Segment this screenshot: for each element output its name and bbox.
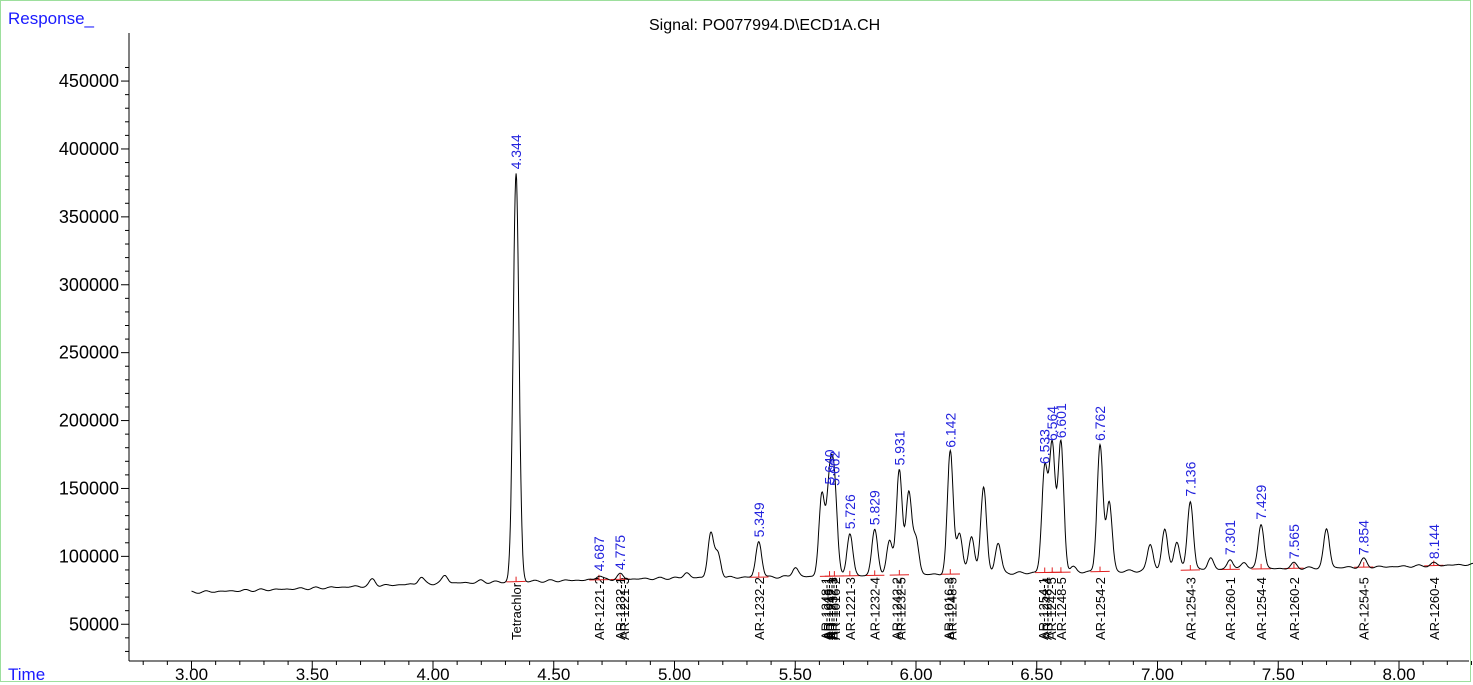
peak-label: 7.565	[1286, 524, 1302, 559]
peak-label: 7.854	[1356, 520, 1372, 555]
compound-label: AR-1232-2	[752, 577, 767, 640]
x-tick-label: 7.00	[1141, 665, 1174, 684]
peak-label: 6.142	[942, 413, 958, 448]
axes	[129, 33, 1469, 661]
y-tick-label: 400000	[59, 139, 119, 159]
y-tick-label: 50000	[69, 614, 119, 634]
compound-label: AR-1248-5	[1054, 577, 1069, 640]
peak-label: 5.349	[751, 502, 767, 537]
x-tick-label: 5.50	[779, 665, 812, 684]
peak-label: 4.344	[508, 134, 524, 169]
peak-label: 5.829	[867, 490, 883, 525]
peak-label: 7.429	[1253, 485, 1269, 520]
compound-label: AR-1232-5	[893, 577, 908, 640]
peak-label: 7.136	[1182, 461, 1198, 496]
y-tick-label: 350000	[59, 207, 119, 227]
compound-label: AR-1254-5	[1357, 577, 1372, 640]
x-tick-label: 8.00	[1382, 665, 1415, 684]
compound-label: AR-1232-4	[868, 577, 883, 640]
signal-line	[192, 173, 1473, 593]
x-tick-label: 6.00	[899, 665, 932, 684]
compound-label: AR-1260-2	[1287, 577, 1302, 640]
x-tick-label: 4.50	[537, 665, 570, 684]
peak-label: 5.662	[826, 451, 842, 486]
x-tick-label: 3.00	[175, 665, 208, 684]
compound-label: Tetrachlor	[509, 582, 524, 640]
peak-label: 5.726	[842, 494, 858, 529]
x-tick-label: 3.50	[296, 665, 329, 684]
y-tick-label: 150000	[59, 478, 119, 498]
y-tick-label: 300000	[59, 275, 119, 295]
x-tick-label: 6.50	[1020, 665, 1053, 684]
compound-label: AR-1254-2	[1093, 577, 1108, 640]
compound-label: AR-1260-1	[1223, 577, 1238, 640]
compound-label: AR-1260-4	[1427, 577, 1442, 640]
compound-label: AR-1221-3	[617, 577, 632, 640]
x-tick-label: 4.00	[416, 665, 449, 684]
y-tick-label: 450000	[59, 71, 119, 91]
signal-trace	[192, 173, 1473, 593]
compound-label: AR-1254-3	[1183, 577, 1198, 640]
y-tick-label: 100000	[59, 546, 119, 566]
x-tick-label: 7.50	[1262, 665, 1295, 684]
peak-label: 4.775	[612, 535, 628, 570]
x-tick-label: 5.00	[658, 665, 691, 684]
compound-label: AR-1221-3	[843, 577, 858, 640]
peak-label: 7.301	[1222, 520, 1238, 555]
peak-label: 4.687	[591, 536, 607, 571]
peak-label: 6.601	[1053, 403, 1069, 438]
compound-label: AR-1254-4	[1254, 577, 1269, 640]
compound-label: AR-1221-2	[592, 577, 607, 640]
y-tick-label: 250000	[59, 343, 119, 363]
peak-label: 5.931	[891, 430, 907, 465]
y-tick-label: 200000	[59, 411, 119, 431]
compound-label: AR-1016-2	[828, 577, 843, 640]
compound-label: AR-1248-5	[945, 577, 960, 640]
peak-label: 8.144	[1426, 524, 1442, 559]
peak-label: 6.762	[1092, 406, 1108, 441]
